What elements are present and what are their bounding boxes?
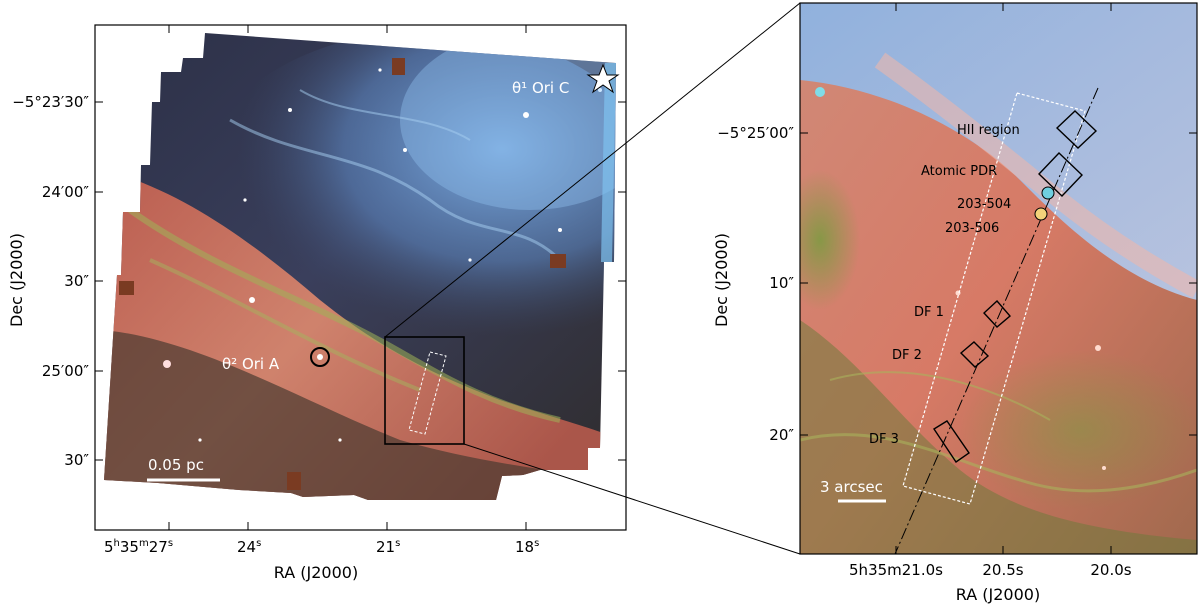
label-theta2-ori-a: θ² Ori A [222, 355, 280, 373]
df1-box [983, 299, 1011, 328]
right-scale-bar-label: 3 arcsec [820, 478, 883, 496]
proplyd-203-506-marker [1034, 207, 1048, 221]
right-x-axis-title: RA (J2000) [956, 585, 1040, 604]
right-plot-frame [799, 2, 1198, 555]
right-ticks [800, 3, 1197, 554]
left-x-tick-2: 24s [237, 538, 261, 556]
left-y-tick-4: 25′00″ [42, 362, 90, 380]
left-x-axis-title: RA (J2000) [274, 563, 358, 582]
label-203-504: 203-504 [957, 197, 1011, 212]
left-x-tick-4: 18s [515, 538, 539, 556]
left-scale-bar-label: 0.05 pc [148, 456, 204, 474]
label-df2: DF 2 [892, 348, 922, 363]
left-y-tick-2: 24′00″ [42, 183, 90, 201]
zoom-connector-bottom [463, 443, 801, 555]
left-y-tick-1: −5°23′30″ [12, 93, 89, 111]
right-y-tick-3: 20″ [769, 426, 794, 444]
right-y-tick-2: 10″ [769, 274, 794, 292]
label-theta1-ori-c: θ¹ Ori C [512, 79, 569, 97]
left-panel: θ¹ Ori C θ² Ori A 0.05 pc 5h35m27s 24s 2… [7, 24, 627, 582]
label-df3: DF 3 [869, 432, 899, 447]
zoom-connector-top [384, 2, 801, 338]
right-x-tick-3: 20.0s [1090, 561, 1131, 579]
left-ticks [95, 25, 626, 530]
atomic-pdr-box [1038, 152, 1083, 197]
left-nebula-image [104, 33, 616, 500]
right-slit-rectangle [902, 92, 1086, 505]
df2-box [959, 341, 990, 368]
label-203-506: 203-506 [945, 221, 999, 236]
label-hii-region: HII region [957, 123, 1020, 138]
left-x-tick-1: 5h35m27s [104, 538, 173, 556]
left-y-axis-title: Dec (J2000) [7, 233, 26, 327]
left-y-tick-3: 30″ [64, 272, 89, 290]
proplyd-203-504-marker [1041, 186, 1055, 200]
df3-box [933, 420, 970, 463]
right-panel: HII region Atomic PDR 203-504 203-506 DF… [712, 2, 1198, 604]
right-x-tick-2: 20.5s [982, 561, 1023, 579]
zoom-box [384, 336, 465, 445]
right-y-tick-1: −5°25′00″ [717, 124, 794, 142]
theta1-ori-c-star-icon [586, 63, 620, 94]
label-atomic-pdr: Atomic PDR [921, 164, 997, 179]
theta2-ori-a-marker [310, 347, 330, 367]
right-y-axis-title: Dec (J2000) [712, 233, 731, 327]
left-y-tick-5: 30″ [64, 451, 89, 469]
hii-region-box [1055, 110, 1098, 149]
right-x-tick-1: 5h35m21.0s [849, 561, 943, 579]
right-nebula-image [800, 3, 1197, 554]
label-df1: DF 1 [914, 305, 944, 320]
left-slit-rectangle [408, 351, 447, 435]
cut-line [894, 87, 1099, 555]
left-x-tick-3: 21s [376, 538, 400, 556]
